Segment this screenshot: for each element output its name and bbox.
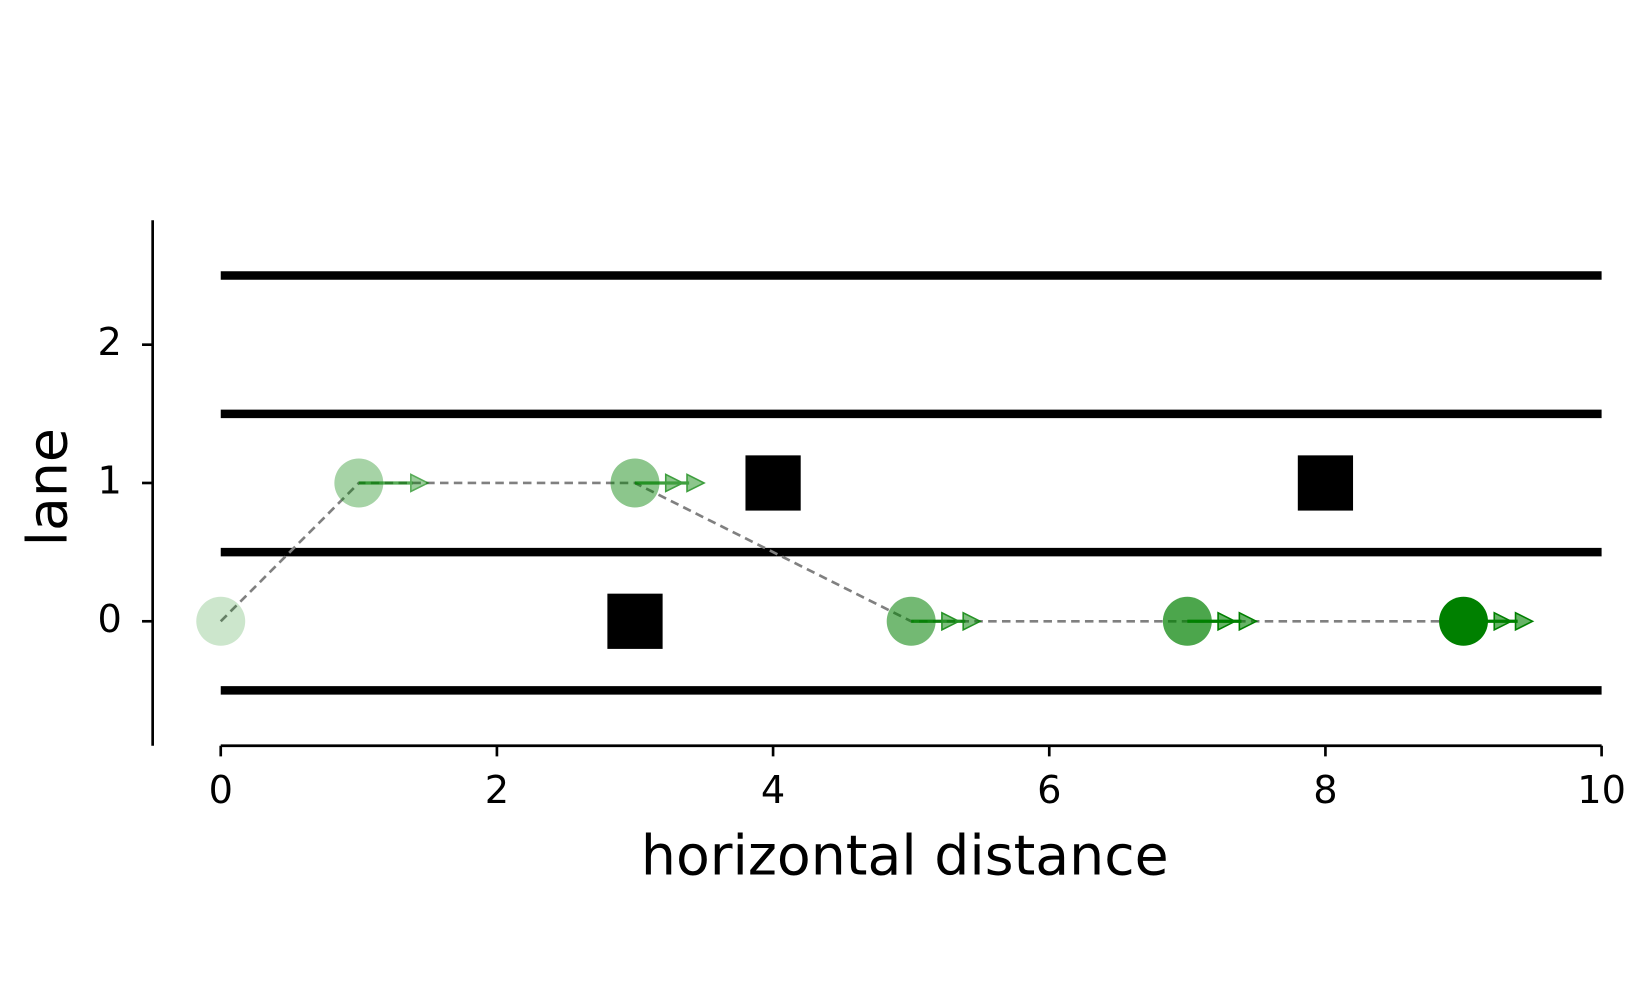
obstacle bbox=[607, 593, 663, 649]
x-tick-label: 6 bbox=[1037, 768, 1061, 813]
y-tick-label: 1 bbox=[97, 458, 121, 503]
x-tick-label: 0 bbox=[209, 768, 233, 813]
car-position bbox=[1439, 596, 1488, 646]
car-position bbox=[1162, 596, 1212, 646]
velocity-arrow bbox=[1187, 611, 1259, 632]
velocity-arrow bbox=[1463, 611, 1535, 632]
x-tick-label: 8 bbox=[1313, 768, 1337, 813]
x-tick-label: 4 bbox=[761, 768, 785, 813]
y-tick-label: 2 bbox=[97, 320, 121, 365]
x-tick-label: 10 bbox=[1577, 768, 1626, 813]
obstacle bbox=[745, 455, 801, 511]
velocity-arrow bbox=[911, 611, 982, 632]
obstacle bbox=[1297, 455, 1354, 511]
car-position bbox=[196, 596, 246, 646]
x-tick-label: 2 bbox=[485, 768, 509, 813]
trajectory bbox=[219, 481, 1464, 623]
y-tick-label: 0 bbox=[97, 597, 121, 642]
y-axis-label: lane bbox=[17, 428, 81, 546]
velocity-arrow bbox=[358, 473, 430, 493]
x-axis-label: horizontal distance bbox=[641, 825, 1169, 889]
velocity-arrow bbox=[635, 473, 706, 493]
